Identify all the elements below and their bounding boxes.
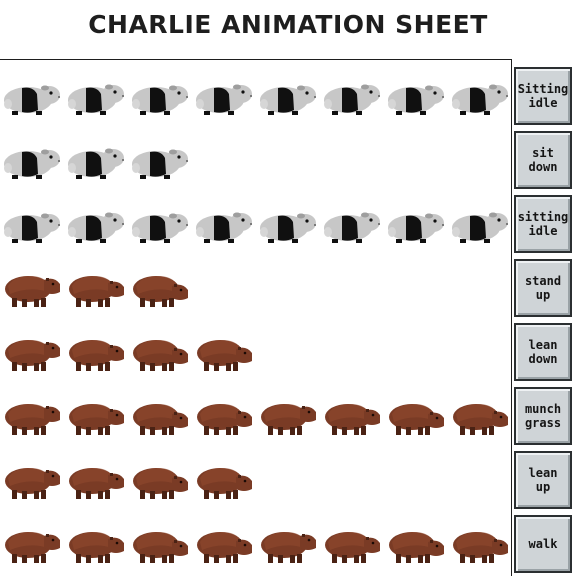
animation-label-button[interactable]: walk [514, 515, 572, 573]
title-divider [0, 59, 512, 60]
animation-label-button[interactable]: lean down [514, 323, 572, 381]
guinea-pig-icon [384, 64, 448, 128]
capybara-icon [192, 320, 256, 384]
capybara-icon [384, 512, 448, 576]
animation-row [0, 64, 512, 128]
guinea-pig-icon [448, 64, 512, 128]
capybara-icon [0, 448, 64, 512]
animation-row [0, 384, 512, 448]
guinea-pig-icon [0, 128, 64, 192]
animation-row [0, 192, 512, 256]
capybara-icon [128, 512, 192, 576]
guinea-pig-icon [192, 192, 256, 256]
capybara-icon [0, 384, 64, 448]
capybara-icon [64, 384, 128, 448]
guinea-pig-icon [64, 192, 128, 256]
capybara-icon [64, 512, 128, 576]
capybara-icon [0, 320, 64, 384]
animation-row [0, 448, 512, 512]
capybara-icon [192, 512, 256, 576]
capybara-icon [128, 448, 192, 512]
guinea-pig-icon [320, 64, 384, 128]
guinea-pig-icon [192, 64, 256, 128]
guinea-pig-icon [256, 192, 320, 256]
capybara-icon [256, 512, 320, 576]
capybara-icon [64, 448, 128, 512]
guinea-pig-icon [384, 192, 448, 256]
capybara-icon [0, 512, 64, 576]
guinea-pig-icon [320, 192, 384, 256]
capybara-icon [448, 512, 512, 576]
guinea-pig-icon [256, 64, 320, 128]
animation-label-button[interactable]: sit down [514, 131, 572, 189]
guinea-pig-icon [128, 64, 192, 128]
capybara-icon [128, 320, 192, 384]
animation-label-button[interactable]: munch grass [514, 387, 572, 445]
animation-row [0, 128, 512, 192]
capybara-icon [192, 384, 256, 448]
guinea-pig-icon [64, 128, 128, 192]
animation-label-button[interactable]: sitting idle [514, 195, 572, 253]
guinea-pig-icon [448, 192, 512, 256]
capybara-icon [448, 384, 512, 448]
animation-row [0, 512, 512, 576]
capybara-icon [64, 320, 128, 384]
guinea-pig-icon [64, 64, 128, 128]
capybara-icon [384, 384, 448, 448]
guinea-pig-icon [0, 64, 64, 128]
guinea-pig-icon [0, 192, 64, 256]
animation-label-button[interactable]: Sitting idle [514, 67, 572, 125]
capybara-icon [320, 512, 384, 576]
animation-row [0, 256, 512, 320]
capybara-icon [320, 384, 384, 448]
capybara-icon [128, 256, 192, 320]
capybara-icon [192, 448, 256, 512]
capybara-icon [128, 384, 192, 448]
capybara-icon [0, 256, 64, 320]
label-column-divider [511, 59, 512, 576]
capybara-icon [256, 384, 320, 448]
animation-row [0, 320, 512, 384]
page-title: CHARLIE ANIMATION SHEET [88, 10, 488, 39]
animation-label-button[interactable]: stand up [514, 259, 572, 317]
guinea-pig-icon [128, 128, 192, 192]
animation-label-button[interactable]: lean up [514, 451, 572, 509]
capybara-icon [64, 256, 128, 320]
guinea-pig-icon [128, 192, 192, 256]
